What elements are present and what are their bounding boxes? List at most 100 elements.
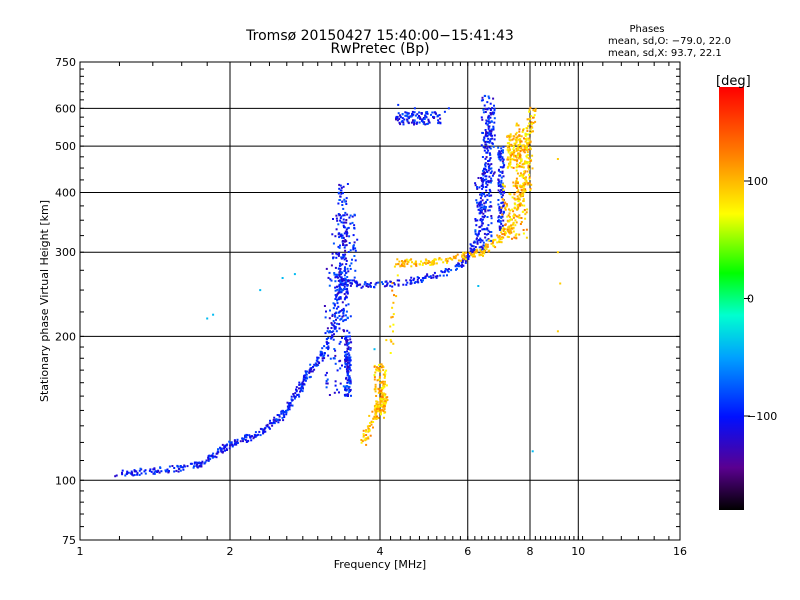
data-point	[493, 107, 496, 110]
data-point	[502, 201, 504, 204]
data-point	[427, 118, 430, 121]
data-point	[346, 227, 349, 230]
data-point	[409, 281, 412, 284]
data-point	[349, 388, 352, 391]
data-point	[374, 383, 377, 386]
data-point	[499, 212, 502, 214]
data-point	[490, 242, 493, 245]
data-point	[344, 363, 347, 366]
data-point	[420, 279, 422, 282]
data-point	[413, 111, 416, 114]
data-point	[347, 270, 350, 273]
data-point	[346, 267, 349, 270]
data-point	[339, 219, 342, 222]
data-point	[278, 415, 281, 418]
data-point	[124, 474, 127, 477]
data-point	[505, 203, 508, 206]
data-point	[521, 130, 524, 133]
data-point	[346, 344, 349, 347]
data-point	[502, 226, 505, 229]
data-point	[381, 400, 384, 403]
data-point	[484, 245, 487, 248]
data-point	[192, 466, 195, 469]
data-point	[396, 279, 399, 282]
data-point	[501, 228, 504, 231]
data-point	[476, 205, 479, 208]
y-tick-label: 75	[62, 534, 76, 547]
data-point	[512, 148, 515, 151]
data-point	[497, 153, 500, 156]
data-point	[509, 133, 512, 136]
data-point	[337, 191, 340, 194]
data-point	[526, 153, 529, 156]
data-point	[490, 132, 493, 135]
data-point	[329, 309, 331, 312]
data-point	[345, 296, 348, 299]
data-point	[328, 317, 331, 320]
data-point	[335, 273, 338, 276]
data-point	[508, 232, 511, 235]
data-point	[345, 304, 348, 307]
data-point	[503, 191, 506, 194]
data-point	[353, 255, 356, 257]
data-point	[349, 222, 352, 225]
data-point	[219, 448, 222, 451]
data-point	[525, 228, 528, 231]
data-point	[476, 237, 478, 240]
data-point	[477, 177, 480, 179]
chart-title: Tromsø 20150427 15:40:00−15:41:43	[245, 28, 514, 44]
data-point	[391, 315, 394, 318]
data-point	[520, 174, 523, 177]
data-point	[415, 264, 418, 267]
data-point	[153, 472, 156, 475]
data-point	[518, 155, 521, 158]
data-point	[523, 209, 526, 211]
data-point	[223, 447, 225, 450]
data-point	[226, 443, 229, 446]
data-point	[522, 232, 525, 235]
data-point	[487, 127, 490, 130]
data-point	[364, 430, 367, 433]
data-point	[346, 350, 349, 353]
data-point	[506, 156, 509, 159]
data-point	[399, 114, 401, 117]
data-point	[347, 346, 350, 349]
data-point	[272, 421, 275, 424]
data-point	[376, 415, 378, 418]
data-point	[342, 256, 344, 259]
data-point	[136, 473, 139, 476]
data-point	[469, 252, 472, 255]
data-point	[522, 210, 525, 213]
data-point	[380, 387, 383, 389]
data-point	[339, 382, 342, 385]
data-point	[330, 279, 333, 282]
data-point	[503, 228, 506, 231]
data-point	[508, 142, 511, 145]
data-point	[329, 357, 332, 360]
data-point	[426, 111, 429, 113]
data-point	[426, 262, 429, 265]
data-point	[526, 156, 529, 159]
data-point	[508, 231, 511, 234]
data-point	[486, 120, 489, 123]
data-point	[483, 149, 486, 152]
data-point	[497, 199, 500, 201]
data-point	[293, 395, 296, 398]
data-point	[344, 314, 347, 317]
data-point	[487, 192, 490, 195]
data-point	[334, 362, 337, 365]
data-point	[498, 152, 501, 155]
data-point	[492, 97, 495, 100]
data-point	[492, 145, 495, 148]
data-point	[349, 214, 352, 217]
data-point	[499, 209, 502, 212]
data-point	[490, 170, 493, 173]
data-point	[323, 305, 326, 307]
data-point	[482, 212, 485, 215]
data-point	[488, 167, 491, 170]
data-point	[529, 117, 532, 120]
data-point	[420, 260, 422, 263]
data-point	[341, 309, 343, 312]
data-point	[413, 123, 415, 126]
data-point	[487, 137, 490, 140]
